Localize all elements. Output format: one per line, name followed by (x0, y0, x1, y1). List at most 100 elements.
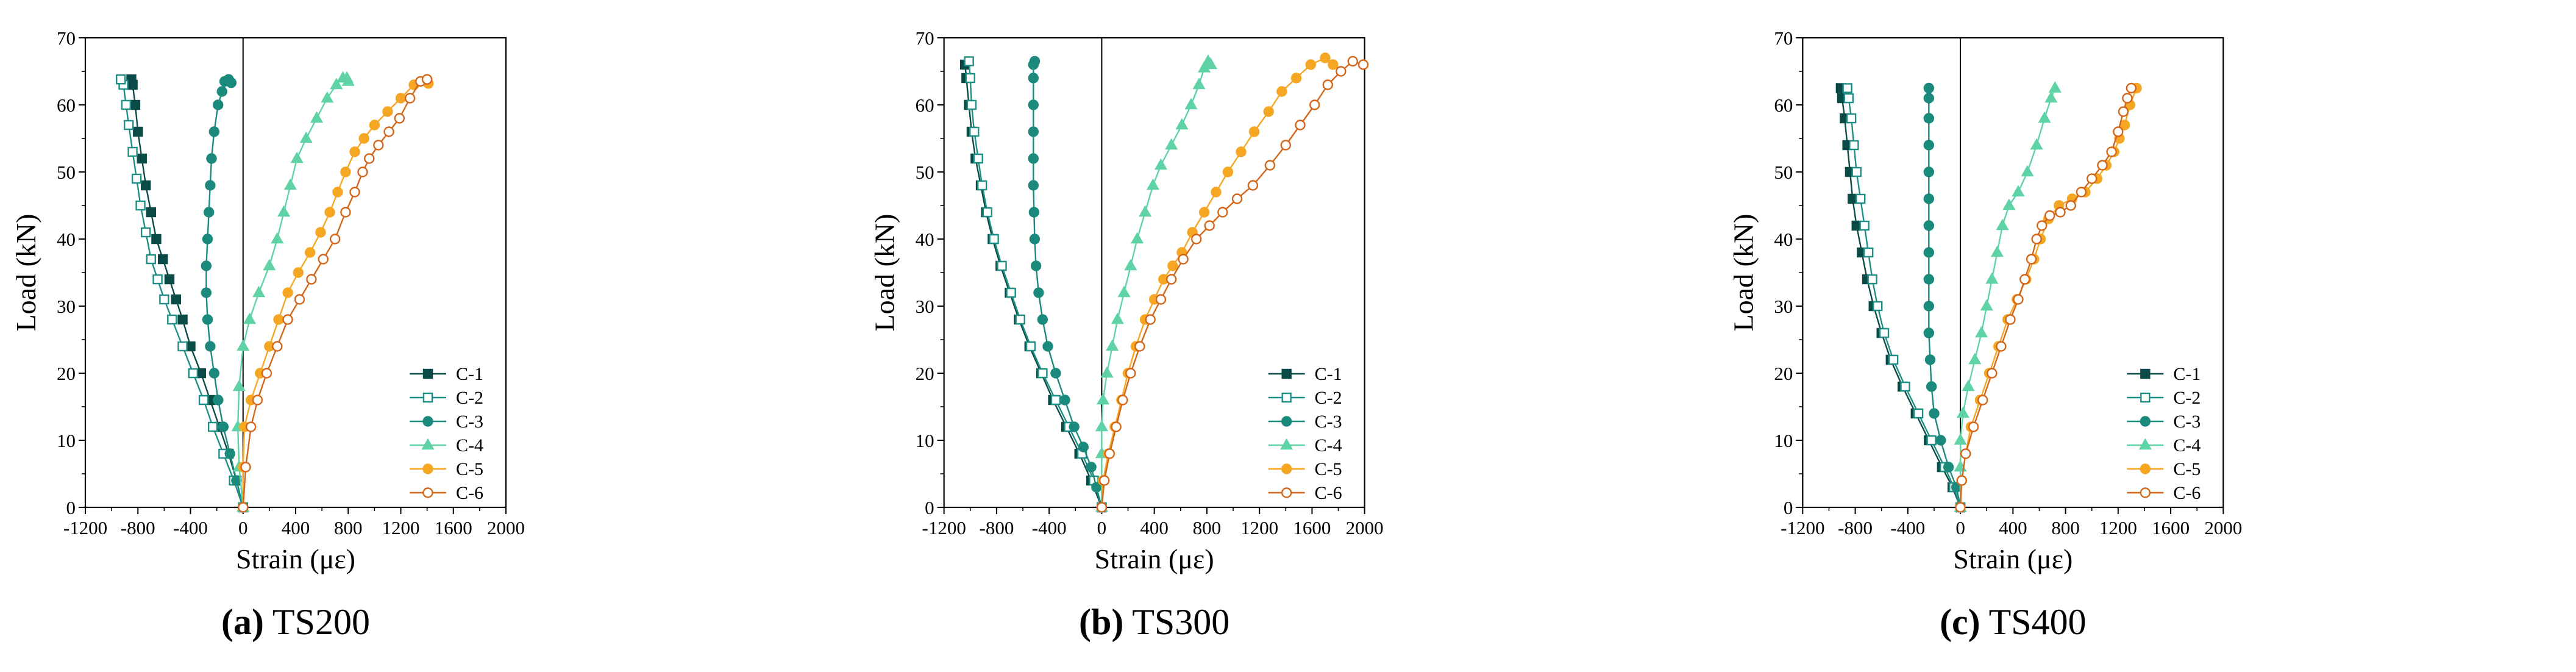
data-point (208, 368, 220, 379)
panel-caption: (c) TS400 (1940, 602, 2087, 642)
data-point (2044, 91, 2058, 103)
data-point (1145, 314, 1156, 325)
y-tick-label: 60 (1774, 95, 1793, 116)
data-point (188, 368, 199, 379)
data-point (1190, 234, 1202, 245)
data-point (1069, 421, 1080, 432)
data-point (965, 73, 975, 84)
data-point (213, 99, 224, 110)
series-c-6 (1955, 82, 2137, 513)
legend-entry: C-3 (2127, 412, 2201, 432)
data-point (1037, 314, 1048, 325)
data-point (966, 99, 977, 110)
x-tick-label: 400 (1999, 517, 2027, 538)
data-point (1165, 138, 1178, 150)
legend-entry: C-4 (2127, 435, 2201, 456)
x-tick-label: 1600 (435, 517, 472, 538)
x-axis-title: Strain (με) (1953, 543, 2073, 574)
data-point (177, 314, 188, 325)
series-c-6 (238, 74, 433, 513)
caption-letter: (a) (221, 602, 264, 642)
legend-label: C-3 (1315, 412, 1342, 432)
x-tick-label: -1200 (63, 517, 107, 538)
data-point (1859, 220, 1870, 231)
data-point (1923, 247, 1935, 258)
y-tick-label: 70 (1774, 27, 1793, 49)
data-point (171, 294, 181, 305)
series-line (130, 79, 244, 508)
data-point (2005, 314, 2016, 325)
legend-marker (2140, 487, 2151, 498)
data-point (261, 368, 272, 379)
legend-label: C-6 (456, 483, 483, 503)
data-point (1095, 420, 1108, 432)
y-tick-label: 20 (57, 363, 76, 384)
data-point (121, 99, 132, 110)
legend-label: C-5 (2173, 459, 2201, 479)
x-axis-title: Strain (με) (1095, 543, 1214, 574)
data-point (1111, 312, 1124, 324)
series-c-5 (238, 74, 434, 513)
data-point (207, 421, 218, 432)
data-point (1184, 98, 1198, 110)
data-point (135, 200, 146, 211)
x-axis-title: Strain (με) (236, 543, 355, 574)
y-tick-label: 40 (1774, 229, 1793, 250)
data-point (131, 173, 142, 184)
data-point (973, 153, 983, 164)
y-tick-label: 10 (916, 430, 934, 451)
legend-marker (1281, 392, 1292, 403)
caption-letter: (c) (1940, 602, 1980, 642)
legend-marker (422, 416, 433, 427)
data-point (252, 395, 263, 406)
legend-label: C-1 (2173, 364, 2201, 384)
data-point (349, 187, 360, 198)
x-tick-label: 1200 (382, 517, 420, 538)
data-point (1923, 220, 1935, 231)
data-point (140, 227, 151, 238)
data-point (272, 341, 283, 352)
caption-name: TS400 (1980, 602, 2087, 642)
plot-frame (943, 37, 1365, 509)
x-tick-label: 1600 (2152, 517, 2190, 538)
data-point (201, 287, 212, 298)
data-point (1106, 339, 1119, 351)
data-point (982, 207, 993, 218)
data-point (321, 91, 334, 103)
legend-label: C-4 (2173, 435, 2201, 456)
data-point (2019, 274, 2030, 285)
legend-marker (2138, 438, 2152, 450)
data-point (1987, 368, 1998, 379)
series-line (1959, 88, 2132, 508)
data-point (2038, 111, 2051, 123)
data-point (340, 166, 351, 177)
data-point (2055, 207, 2066, 218)
y-tick-label: 0 (66, 497, 76, 518)
data-point (2021, 165, 2034, 177)
data-point (213, 395, 224, 406)
data-point (218, 421, 229, 432)
data-point (1843, 93, 1854, 104)
data-point (2118, 106, 2129, 117)
x-tick-label: -800 (980, 517, 1014, 538)
x-tick-label: 2000 (1346, 517, 1384, 538)
x-tick-label: 0 (1097, 517, 1107, 538)
series-line (1959, 88, 2056, 507)
data-point (238, 502, 249, 513)
data-point (1924, 354, 1936, 365)
legend-marker (2140, 416, 2151, 427)
data-point (1842, 83, 1852, 93)
data-point (133, 126, 143, 137)
data-point (1050, 395, 1061, 406)
data-point (158, 254, 168, 265)
data-point (1139, 205, 1152, 217)
data-point (394, 113, 405, 124)
legend-label: C-4 (456, 435, 483, 456)
legend-marker (1281, 487, 1292, 498)
data-point (1985, 272, 1999, 284)
legend-entry: C-3 (1268, 412, 1342, 432)
data-point (1954, 433, 1967, 445)
data-point (1320, 52, 1331, 63)
data-point (201, 260, 212, 271)
data-point (1037, 368, 1048, 379)
